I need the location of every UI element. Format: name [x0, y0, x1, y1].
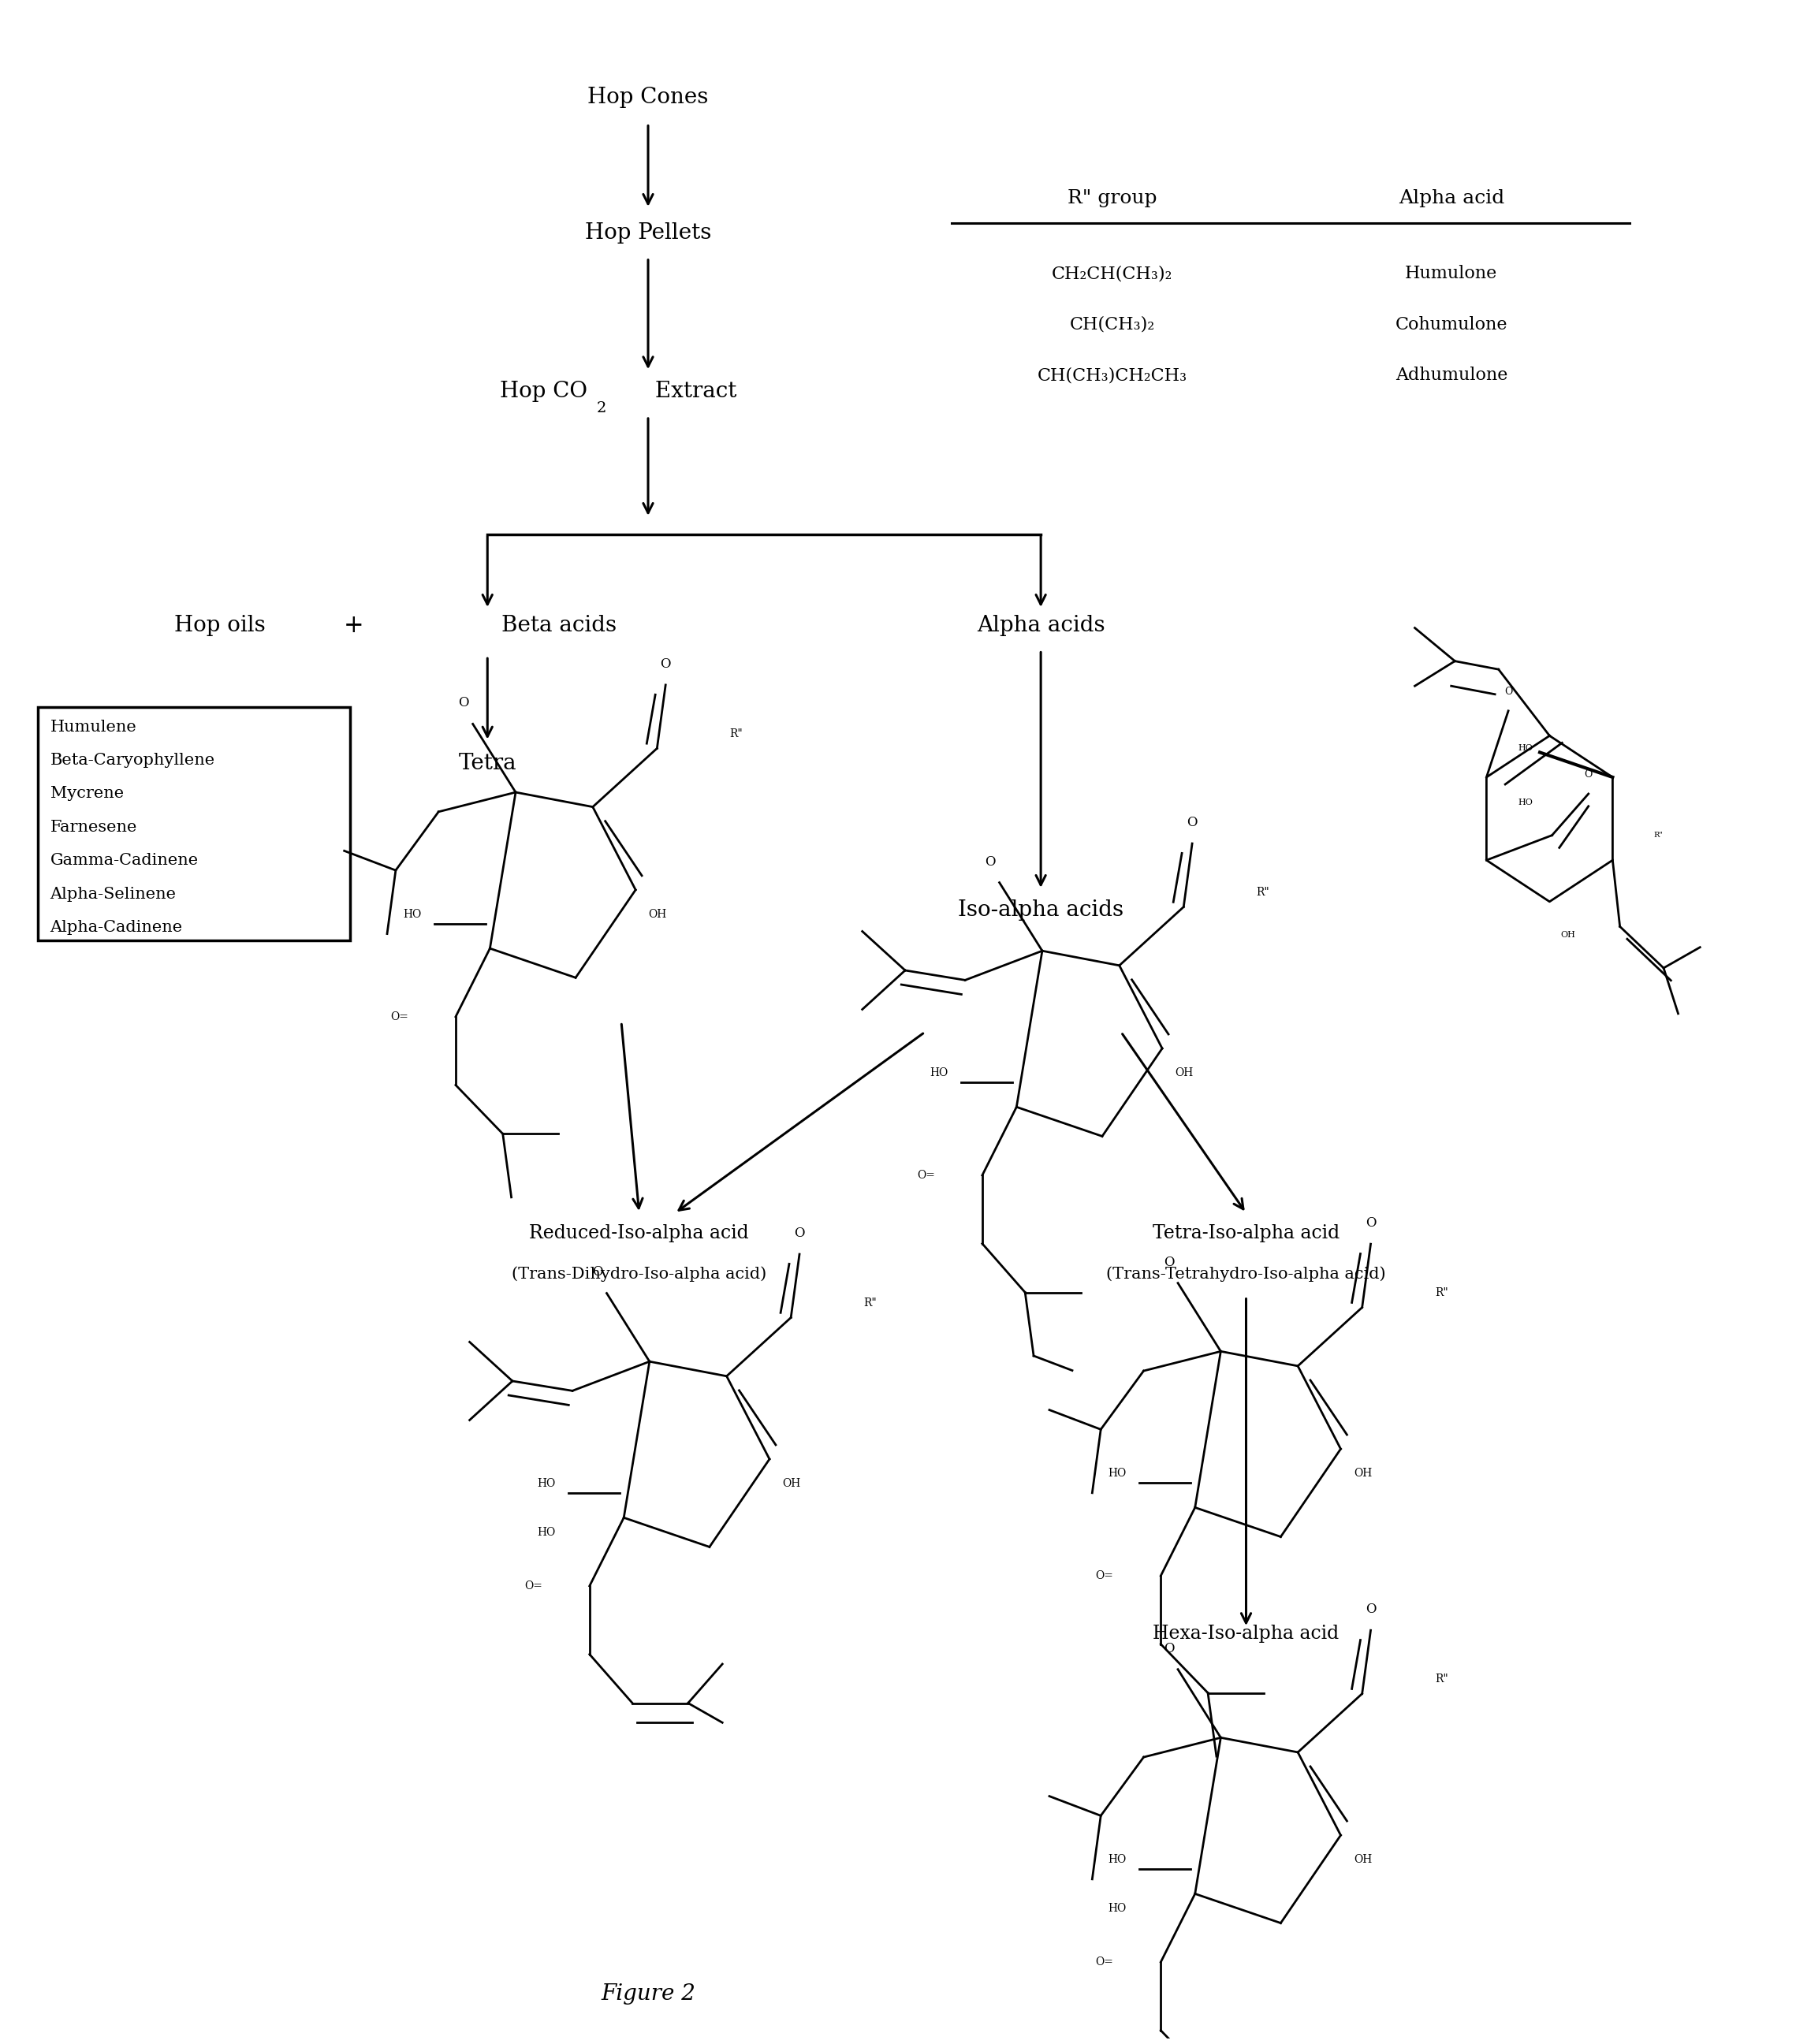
Text: Hop CO: Hop CO [499, 380, 587, 403]
Text: O=: O= [1096, 1956, 1114, 1968]
Text: Reduced-Iso-alpha acid: Reduced-Iso-alpha acid [530, 1224, 749, 1243]
Text: Extract: Extract [648, 380, 736, 403]
Text: OH: OH [783, 1478, 801, 1488]
Text: HO: HO [537, 1527, 555, 1537]
Text: O: O [661, 658, 672, 670]
Text: CH₂CH(CH₃)₂: CH₂CH(CH₃)₂ [1052, 266, 1173, 282]
Text: Iso-alpha acids: Iso-alpha acids [957, 899, 1124, 922]
Text: Hop oils: Hop oils [174, 615, 266, 636]
Text: Alpha-Cadinene: Alpha-Cadinene [50, 920, 183, 934]
Text: HO: HO [1518, 744, 1532, 752]
Text: OH: OH [1354, 1468, 1372, 1480]
Text: CH(CH₃)₂: CH(CH₃)₂ [1070, 317, 1155, 333]
Text: OH: OH [1561, 930, 1575, 938]
Text: OH: OH [1175, 1067, 1193, 1079]
Text: CH(CH₃)CH₂CH₃: CH(CH₃)CH₂CH₃ [1038, 366, 1187, 384]
Text: O: O [1365, 1602, 1376, 1617]
Text: 2: 2 [596, 401, 605, 415]
Text: O: O [986, 854, 995, 869]
Text: R" group: R" group [1067, 190, 1157, 208]
Text: O=: O= [524, 1580, 542, 1592]
Text: Tetra-Iso-alpha acid: Tetra-Iso-alpha acid [1153, 1224, 1340, 1243]
Text: Humulone: Humulone [1404, 266, 1498, 282]
Text: Hop Cones: Hop Cones [587, 86, 709, 108]
Text: HO: HO [1108, 1854, 1126, 1864]
Text: (Trans-Dihydro-Iso-alpha acid): (Trans-Dihydro-Iso-alpha acid) [512, 1267, 767, 1282]
Text: O: O [458, 697, 469, 709]
Text: Hexa-Iso-alpha acid: Hexa-Iso-alpha acid [1153, 1625, 1340, 1643]
Text: Adhumulone: Adhumulone [1395, 366, 1507, 384]
Bar [38, 707, 350, 940]
Text: O: O [1164, 1641, 1175, 1656]
Text: Gamma-Cadinene: Gamma-Cadinene [50, 852, 198, 869]
Text: Mycrene: Mycrene [50, 787, 124, 801]
Text: Cohumulone: Cohumulone [1395, 317, 1507, 333]
Text: O: O [1365, 1216, 1376, 1230]
Text: Tetra: Tetra [458, 752, 517, 775]
Text: HO: HO [1108, 1903, 1126, 1913]
Text: Figure 2: Figure 2 [602, 1983, 695, 2005]
Text: Hop Pellets: Hop Pellets [585, 223, 711, 243]
Text: +: + [343, 613, 363, 638]
Text: O: O [1164, 1255, 1175, 1269]
Text: HO: HO [1518, 797, 1532, 805]
Text: O: O [593, 1265, 603, 1280]
Text: R": R" [1257, 887, 1270, 897]
Text: Beta acids: Beta acids [501, 615, 616, 636]
Text: O: O [1505, 687, 1512, 697]
Text: (Trans-Tetrahydro-Iso-alpha acid): (Trans-Tetrahydro-Iso-alpha acid) [1106, 1267, 1387, 1282]
Text: O: O [1584, 769, 1593, 779]
Text: Beta-Caryophyllene: Beta-Caryophyllene [50, 752, 216, 769]
Text: O=: O= [918, 1169, 936, 1181]
Text: Farnesene: Farnesene [50, 820, 136, 834]
Text: HO: HO [930, 1067, 948, 1079]
Text: R": R" [1654, 832, 1663, 838]
Text: HO: HO [537, 1478, 555, 1488]
Text: R": R" [864, 1298, 876, 1308]
Text: Alpha acid: Alpha acid [1399, 190, 1505, 208]
Text: OH: OH [648, 910, 666, 920]
Text: OH: OH [1354, 1854, 1372, 1864]
Text: HO: HO [402, 910, 422, 920]
Text: R": R" [1435, 1674, 1448, 1684]
Text: Humulene: Humulene [50, 719, 136, 734]
Text: Alpha acids: Alpha acids [977, 615, 1105, 636]
Text: O: O [1187, 816, 1198, 830]
Text: R": R" [729, 728, 744, 740]
Text: O: O [794, 1226, 805, 1241]
Text: Alpha-Selinene: Alpha-Selinene [50, 887, 176, 901]
Text: O=: O= [390, 1012, 408, 1022]
Text: HO: HO [1108, 1468, 1126, 1480]
Text: O=: O= [1096, 1570, 1114, 1582]
Text: R": R" [1435, 1288, 1448, 1298]
